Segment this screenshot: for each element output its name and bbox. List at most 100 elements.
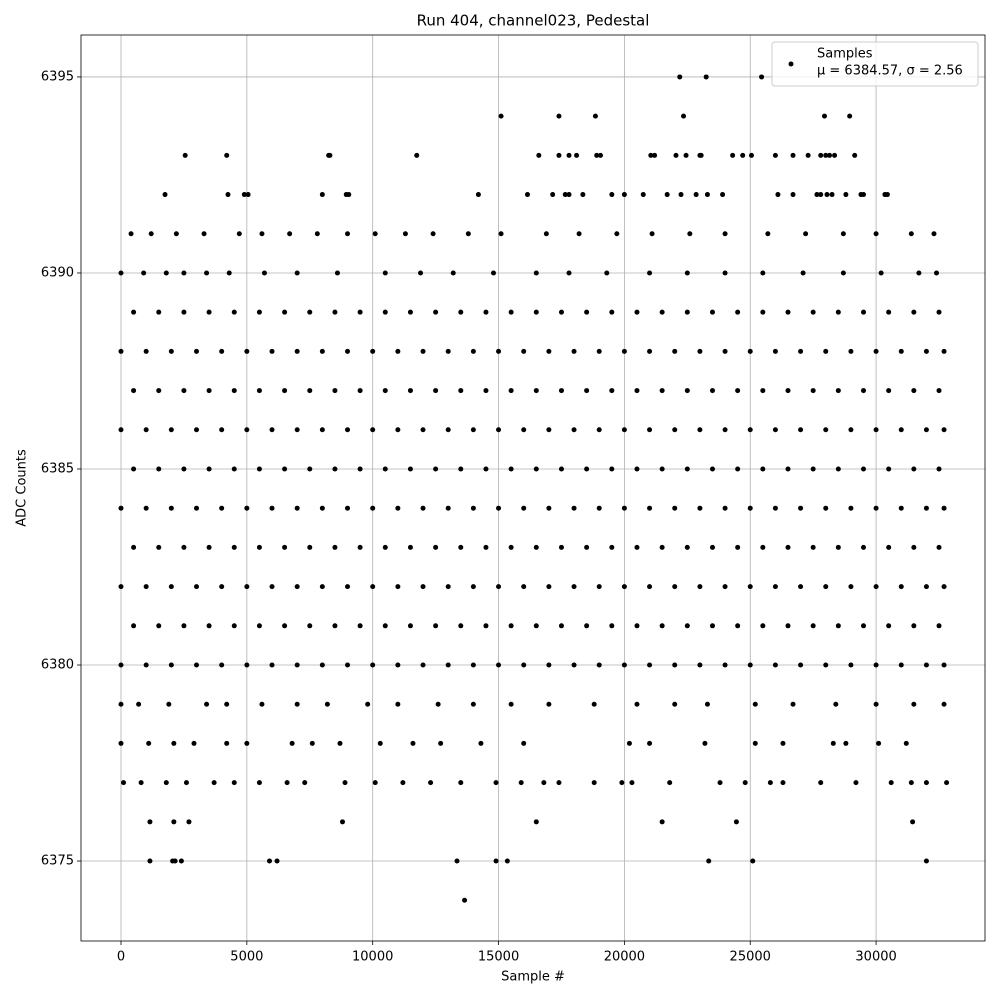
point xyxy=(470,505,476,511)
point xyxy=(458,309,464,315)
point xyxy=(395,701,401,707)
point xyxy=(659,309,665,315)
point xyxy=(521,662,527,668)
point xyxy=(546,662,552,668)
point xyxy=(518,780,524,786)
point xyxy=(785,309,791,315)
point xyxy=(420,505,426,511)
point xyxy=(256,780,262,786)
point xyxy=(138,780,144,786)
point xyxy=(282,623,288,629)
point xyxy=(345,427,351,433)
point xyxy=(493,858,499,864)
point xyxy=(433,388,439,394)
point xyxy=(634,701,640,707)
point xyxy=(181,466,187,472)
legend: Samples μ = 6384.57, σ = 2.56 xyxy=(771,41,979,87)
point xyxy=(790,152,796,158)
point xyxy=(750,858,756,864)
point xyxy=(345,505,351,511)
point xyxy=(407,388,413,394)
point xyxy=(194,348,200,354)
legend-stats: μ = 6384.57, σ = 2.56 xyxy=(817,64,963,79)
point xyxy=(634,309,640,315)
point xyxy=(274,858,280,864)
point xyxy=(206,388,212,394)
point xyxy=(584,309,590,315)
point xyxy=(772,152,778,158)
point xyxy=(231,466,237,472)
legend-marker xyxy=(788,61,794,67)
point xyxy=(941,505,947,511)
point xyxy=(911,701,917,707)
point xyxy=(944,780,950,786)
point xyxy=(256,544,262,550)
point xyxy=(131,544,137,550)
point xyxy=(697,505,703,511)
point xyxy=(647,662,653,668)
point xyxy=(619,780,625,786)
point xyxy=(458,466,464,472)
point xyxy=(256,623,262,629)
point xyxy=(853,780,859,786)
point xyxy=(407,544,413,550)
point xyxy=(332,388,338,394)
point xyxy=(785,544,791,550)
point xyxy=(118,584,124,590)
point xyxy=(886,623,892,629)
point xyxy=(181,388,187,394)
point xyxy=(604,270,610,276)
point xyxy=(332,544,338,550)
point xyxy=(647,270,653,276)
point xyxy=(898,584,904,590)
point xyxy=(118,427,124,433)
point xyxy=(742,780,748,786)
point xyxy=(790,701,796,707)
point xyxy=(684,623,690,629)
point xyxy=(241,192,247,198)
point xyxy=(697,662,703,668)
point xyxy=(284,780,290,786)
point xyxy=(294,348,300,354)
point xyxy=(498,231,504,237)
point xyxy=(576,231,582,237)
point xyxy=(818,780,824,786)
point xyxy=(873,662,879,668)
point xyxy=(475,192,481,198)
point xyxy=(609,388,615,394)
point xyxy=(835,388,841,394)
point xyxy=(709,466,715,472)
point xyxy=(370,662,376,668)
point xyxy=(873,505,879,511)
point xyxy=(314,231,320,237)
point xyxy=(903,740,909,746)
point xyxy=(236,231,242,237)
point xyxy=(168,584,174,590)
point xyxy=(558,623,564,629)
point xyxy=(231,309,237,315)
point xyxy=(596,505,602,511)
point xyxy=(521,348,527,354)
point xyxy=(181,270,187,276)
point xyxy=(634,544,640,550)
point xyxy=(596,348,602,354)
point xyxy=(420,662,426,668)
point xyxy=(717,780,723,786)
point xyxy=(168,505,174,511)
point xyxy=(876,740,882,746)
point xyxy=(558,466,564,472)
point xyxy=(798,505,804,511)
point xyxy=(414,152,420,158)
point xyxy=(470,348,476,354)
point xyxy=(621,584,627,590)
point xyxy=(231,623,237,629)
point xyxy=(287,231,293,237)
point xyxy=(621,348,627,354)
point xyxy=(936,466,942,472)
point xyxy=(327,152,333,158)
point xyxy=(420,584,426,590)
point xyxy=(118,270,124,276)
point xyxy=(667,780,673,786)
point xyxy=(823,662,829,668)
point xyxy=(629,780,635,786)
